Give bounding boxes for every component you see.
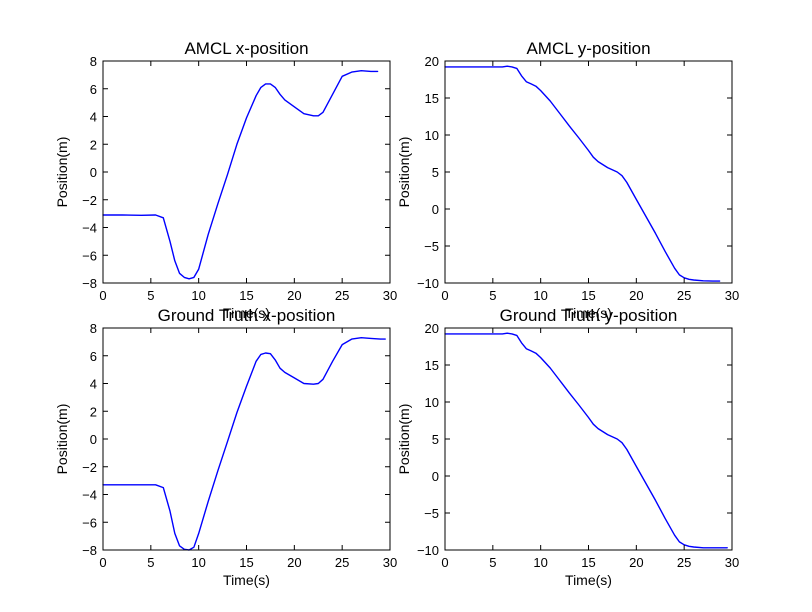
x-tick-label: 20 xyxy=(287,555,301,570)
y-tick-label: −5 xyxy=(424,239,439,254)
y-axis-label: Position(m) xyxy=(54,137,70,208)
y-tick-label: 2 xyxy=(90,137,97,152)
y-tick-label: 0 xyxy=(90,432,97,447)
series-line xyxy=(102,69,379,280)
x-tick-label: 0 xyxy=(441,288,448,303)
y-tick-label: 8 xyxy=(90,54,97,69)
y-tick-label: −4 xyxy=(82,488,97,503)
x-tick-label: 20 xyxy=(287,288,301,303)
x-tick-label: 10 xyxy=(533,288,547,303)
x-tick-label: 10 xyxy=(533,555,547,570)
y-tick-label: 10 xyxy=(425,128,439,143)
x-axis-label: Time(s) xyxy=(223,572,270,588)
x-tick-label: 20 xyxy=(629,288,643,303)
y-axis-label: Position(m) xyxy=(396,404,412,475)
y-tick-label: 15 xyxy=(425,91,439,106)
panel-3: 0 5 10 15 20 25 30 −8 −6 −4 −2 0 2 4 6 8 Ground Truth x-… xyxy=(54,306,397,588)
x-axis-label: Time(s) xyxy=(565,572,612,588)
x-axis-label: Time(s) xyxy=(223,305,270,321)
x-tick-label: 25 xyxy=(335,288,349,303)
y-tick-label: 20 xyxy=(425,321,439,336)
y-tick-label: 15 xyxy=(425,358,439,373)
y-tick-label: 2 xyxy=(90,404,97,419)
x-tick-label: 15 xyxy=(239,555,253,570)
y-tick-label: −2 xyxy=(82,460,97,475)
x-tick-label: 5 xyxy=(489,555,496,570)
y-tick-label: 5 xyxy=(432,165,439,180)
x-tick-label: 10 xyxy=(191,288,205,303)
y-tick-label: −10 xyxy=(417,276,439,291)
y-tick-label: −2 xyxy=(82,193,97,208)
series-line xyxy=(102,337,386,551)
y-tick-label: −8 xyxy=(82,276,97,291)
x-axis-label: Time(s) xyxy=(565,305,612,321)
y-tick-label: 0 xyxy=(432,202,439,217)
x-tick-label: 5 xyxy=(147,288,154,303)
y-tick-label: 6 xyxy=(90,82,97,97)
y-tick-label: −8 xyxy=(82,543,97,558)
x-tick-label: 10 xyxy=(191,555,205,570)
series-line xyxy=(444,332,728,549)
panel-title: AMCL y-position xyxy=(526,39,650,58)
y-tick-label: 6 xyxy=(90,349,97,364)
x-tick-label: 15 xyxy=(581,288,595,303)
y-tick-label: 8 xyxy=(90,321,97,336)
x-tick-label: 30 xyxy=(383,555,397,570)
y-tick-label: 0 xyxy=(90,165,97,180)
y-tick-label: 10 xyxy=(425,395,439,410)
y-tick-label: 0 xyxy=(432,469,439,484)
y-tick-label: −10 xyxy=(417,543,439,558)
panel-title: Ground Truth y-position xyxy=(500,306,678,325)
x-tick-label: 15 xyxy=(239,288,253,303)
x-tick-label: 0 xyxy=(99,288,106,303)
series-line xyxy=(444,65,721,282)
x-tick-label: 0 xyxy=(99,555,106,570)
x-tick-label: 20 xyxy=(629,555,643,570)
panel-1: 0 5 10 15 20 25 30 −8 −6 −4 −2 0 2 4 6 8 AMCL x-position… xyxy=(54,39,397,321)
x-tick-label: 30 xyxy=(725,288,739,303)
panel-title: AMCL x-position xyxy=(184,39,308,58)
y-tick-label: −4 xyxy=(82,221,97,236)
y-tick-label: 20 xyxy=(425,54,439,69)
y-tick-label: −6 xyxy=(82,515,97,530)
x-tick-label: 30 xyxy=(383,288,397,303)
y-axis-label: Position(m) xyxy=(54,404,70,475)
y-tick-label: 4 xyxy=(90,377,97,392)
x-tick-label: 0 xyxy=(441,555,448,570)
y-tick-label: −6 xyxy=(82,248,97,263)
panel-2: 0 5 10 15 20 25 30 −10 −5 0 5 10 15 20 AMCL y-position… xyxy=(396,39,739,321)
x-tick-label: 5 xyxy=(147,555,154,570)
panel-title: Ground Truth x-position xyxy=(158,306,336,325)
x-tick-label: 25 xyxy=(335,555,349,570)
y-axis-label: Position(m) xyxy=(396,137,412,208)
x-tick-label: 25 xyxy=(677,288,691,303)
x-tick-label: 15 xyxy=(581,555,595,570)
x-tick-label: 5 xyxy=(489,288,496,303)
x-tick-label: 30 xyxy=(725,555,739,570)
y-tick-label: −5 xyxy=(424,506,439,521)
panel-4: 0 5 10 15 20 25 30 −10 −5 0 5 10 15 20 Ground Truth y-… xyxy=(396,306,739,588)
y-tick-label: 5 xyxy=(432,432,439,447)
y-tick-label: 4 xyxy=(90,110,97,125)
x-tick-label: 25 xyxy=(677,555,691,570)
